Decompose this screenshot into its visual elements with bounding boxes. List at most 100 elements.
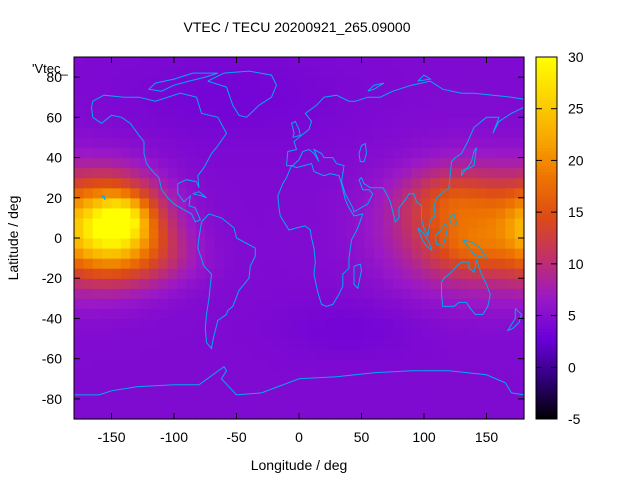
heatmap-cell xyxy=(514,137,525,149)
heatmap-cell xyxy=(449,167,459,179)
coastline xyxy=(207,70,278,118)
heatmap-cell xyxy=(364,318,375,330)
heatmap-cell xyxy=(224,308,234,320)
heatmap-cell xyxy=(477,408,488,420)
heatmap-cell xyxy=(495,248,506,259)
colorbar-segment xyxy=(536,331,557,336)
heatmap-cell xyxy=(214,57,225,68)
heatmap-cell xyxy=(355,338,366,350)
heatmap-cell xyxy=(505,298,516,309)
heatmap-cell xyxy=(252,157,263,169)
heatmap-cell xyxy=(467,388,478,400)
heatmap-cell xyxy=(439,57,450,68)
x-axis-label: Longitude / deg xyxy=(251,457,348,473)
heatmap-cell xyxy=(261,217,272,229)
heatmap-cell xyxy=(130,227,141,239)
heatmap-cell xyxy=(383,97,394,108)
heatmap-cell xyxy=(167,368,178,380)
heatmap-cell xyxy=(233,328,244,340)
coastline xyxy=(353,263,363,290)
heatmap-cell xyxy=(336,328,347,340)
heatmap-cell xyxy=(299,338,309,350)
heatmap-cell xyxy=(111,187,122,199)
heatmap-cell xyxy=(270,338,281,350)
heatmap-cell xyxy=(299,348,309,360)
heatmap-cell xyxy=(317,197,328,209)
heatmap-cell xyxy=(402,368,413,380)
heatmap-cell xyxy=(374,368,384,380)
colorbar-tick-label: -5 xyxy=(568,411,581,427)
heatmap-cell xyxy=(299,408,309,420)
heatmap-cell xyxy=(449,358,459,370)
heatmap-cell xyxy=(345,378,356,390)
y-tick-label: -80 xyxy=(42,391,62,407)
heatmap-cell xyxy=(139,358,150,370)
heatmap-cell xyxy=(83,338,94,350)
heatmap-cell xyxy=(430,328,441,340)
heatmap-cell xyxy=(120,408,131,420)
heatmap-cell xyxy=(233,368,244,380)
heatmap-cell xyxy=(495,328,506,340)
heatmap-cell xyxy=(374,67,384,78)
heatmap-cell xyxy=(252,398,263,410)
heatmap-cell xyxy=(177,77,188,88)
heatmap-cell xyxy=(270,57,281,68)
heatmap-cell xyxy=(486,258,497,269)
coastline xyxy=(277,162,364,307)
heatmap-cell xyxy=(467,147,478,159)
colorbar-segment xyxy=(536,171,557,176)
heatmap-cell xyxy=(317,207,328,219)
heatmap-cell xyxy=(289,318,300,330)
heatmap-cell xyxy=(495,157,506,169)
heatmap-cell xyxy=(411,167,422,179)
heatmap-cell xyxy=(495,147,506,159)
heatmap-cell xyxy=(345,358,356,370)
heatmap-cell xyxy=(167,97,178,108)
colorbar-segment xyxy=(536,225,557,230)
heatmap-cell xyxy=(327,177,338,189)
heatmap-cell xyxy=(505,127,516,139)
heatmap-cell xyxy=(149,348,159,360)
heatmap-cell xyxy=(467,288,478,299)
coastlines xyxy=(74,70,525,396)
heatmap-cell xyxy=(402,248,413,259)
heatmap-cell xyxy=(327,388,338,400)
heatmap-cell xyxy=(74,368,84,380)
heatmap-cell xyxy=(439,258,450,269)
heatmap-cell xyxy=(242,207,253,219)
heatmap-cell xyxy=(327,227,338,239)
heatmap-cell xyxy=(280,147,291,159)
colorbar-segment xyxy=(536,295,557,299)
heatmap-cell xyxy=(252,288,263,299)
heatmap-cell xyxy=(92,87,103,98)
colorbar-segment xyxy=(536,268,557,272)
heatmap-cell xyxy=(74,97,84,108)
coastline xyxy=(197,213,256,350)
heatmap-cell xyxy=(167,227,178,239)
heatmap-cell xyxy=(233,57,244,68)
heatmap-cell xyxy=(167,318,178,330)
heatmap-cell xyxy=(74,67,84,78)
heatmap-cell xyxy=(214,187,225,199)
heatmap-cell xyxy=(111,227,122,239)
heatmap-cell xyxy=(289,268,300,279)
heatmap-cell xyxy=(439,318,450,330)
heatmap-cell xyxy=(233,107,244,118)
heatmap-cell xyxy=(158,107,169,118)
heatmap-cell xyxy=(139,67,150,78)
heatmap-cell xyxy=(514,318,525,330)
heatmap-cell xyxy=(289,378,300,390)
heatmap-cell xyxy=(392,127,403,139)
heatmap-cell xyxy=(177,238,188,249)
heatmap-cell xyxy=(120,187,131,199)
heatmap-cell xyxy=(205,388,216,400)
heatmap-cell xyxy=(420,217,431,229)
heatmap-cell xyxy=(233,197,244,209)
colorbar-segment xyxy=(536,298,557,302)
heatmap-cell xyxy=(392,338,403,350)
heatmap-cell xyxy=(402,408,413,420)
heatmap-cell xyxy=(130,318,141,330)
heatmap-cell xyxy=(486,288,497,299)
heatmap-cell xyxy=(486,358,497,370)
heatmap-cell xyxy=(505,147,516,159)
